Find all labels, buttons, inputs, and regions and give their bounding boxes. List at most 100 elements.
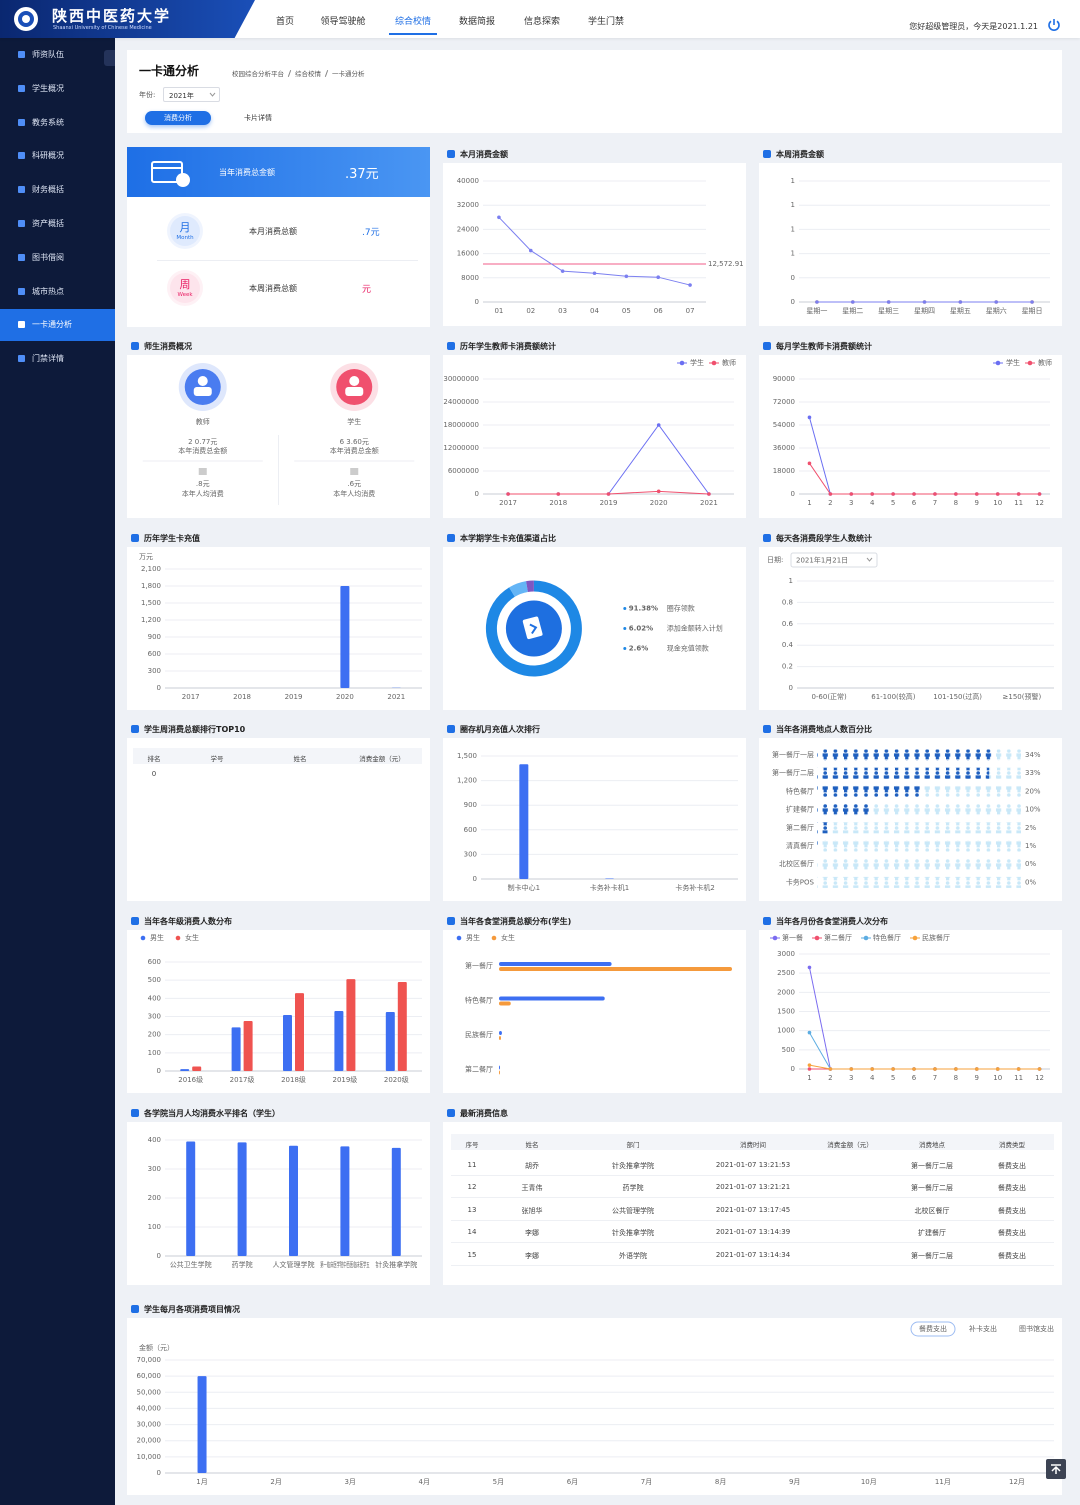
nav-item[interactable]: 领导驾驶舱 bbox=[320, 17, 366, 27]
date-select[interactable] bbox=[790, 552, 878, 568]
sidebar-label: 学生概况 bbox=[32, 83, 64, 93]
legend-label: 学生 bbox=[690, 358, 704, 367]
y-tick-label: 600 bbox=[148, 650, 161, 658]
page-tab[interactable]: 消费分析 bbox=[145, 111, 211, 125]
back-to-top[interactable] bbox=[1046, 1459, 1066, 1479]
nav-item[interactable]: 数据简报 bbox=[458, 17, 496, 27]
chevron bbox=[209, 92, 216, 97]
bar bbox=[499, 1070, 500, 1075]
icon-track bbox=[817, 876, 1021, 888]
point bbox=[933, 1067, 937, 1071]
x-tick-label: 1月 bbox=[196, 1478, 207, 1486]
point bbox=[995, 492, 1000, 496]
breadcrumb-item[interactable]: 一卡通分析 bbox=[332, 70, 365, 78]
x-tick-label: 第一临床医学院中西医临床医学五 bbox=[320, 1260, 369, 1269]
sidebar-item[interactable]: 财务概括 bbox=[0, 174, 115, 206]
sidebar: 师资队伍学生概况教务系统 科研概况 财务概括 资产概括 图书借阅 城市热点 一卡通分析 门禁详… bbox=[0, 38, 115, 1505]
sidebar-icon bbox=[18, 152, 25, 160]
nav-item[interactable]: 综合校情 bbox=[388, 14, 438, 35]
series-line bbox=[809, 463, 1040, 495]
logo-emblem bbox=[14, 7, 38, 31]
breadcrumb-item[interactable]: 校园综合分析平台 bbox=[232, 70, 284, 78]
logo-area: 陕西中医药大学 Shaanxi University of Chinese Me… bbox=[0, 0, 255, 38]
sidebar-item[interactable]: 科研概况 bbox=[0, 140, 115, 172]
y-tick-label: 10,000 bbox=[137, 1453, 162, 1461]
sidebar-label: 师资队伍 bbox=[32, 50, 64, 59]
panel-icon bbox=[447, 1109, 455, 1117]
point bbox=[912, 492, 916, 496]
point bbox=[891, 1067, 895, 1071]
point bbox=[870, 492, 875, 496]
panel-icon bbox=[131, 342, 139, 350]
tab[interactable]: 餐费支出 bbox=[919, 1324, 947, 1333]
sidebar-item[interactable]: 一卡通分析 bbox=[0, 309, 115, 342]
y-category-label: 第一餐厅 bbox=[465, 961, 493, 970]
power-button[interactable] bbox=[1047, 18, 1061, 32]
sidebar-icon bbox=[18, 51, 25, 58]
bar bbox=[231, 1027, 241, 1071]
x-tick-label: ≥150(预警) bbox=[1003, 692, 1042, 701]
greeting: 您好超级管理员，今天是2021.1.21 bbox=[909, 22, 1038, 31]
y-tick-label: 0 bbox=[157, 1469, 161, 1477]
sidebar-item[interactable]: 学生概况 bbox=[0, 73, 115, 105]
x-tick-label: 8 bbox=[954, 499, 958, 507]
sidebar-item[interactable]: 城市热点 bbox=[0, 276, 115, 308]
legend-label: 男生 bbox=[150, 933, 164, 942]
bar bbox=[499, 967, 732, 971]
x-tick-label: 8 bbox=[954, 1074, 958, 1082]
bar bbox=[340, 1146, 350, 1256]
x-tick-label: 10 bbox=[993, 1074, 1002, 1082]
x-tick-label: 11月 bbox=[935, 1478, 951, 1486]
panel: 91.38% 圈存领款 6.02% 添加金额转入计划 2.6% 现金充值领款 bbox=[443, 547, 746, 710]
legend-marker bbox=[912, 935, 918, 941]
nav-item[interactable]: 学生门禁 bbox=[587, 17, 625, 27]
row-value: 元 bbox=[362, 285, 372, 295]
panel-title: 当年各食堂消费总额分布(学生) bbox=[447, 916, 571, 927]
tab[interactable]: 补卡支出 bbox=[969, 1324, 997, 1333]
table-header: 序号 bbox=[465, 1141, 479, 1149]
bar bbox=[385, 1011, 395, 1071]
x-tick-label: 12 bbox=[1035, 499, 1044, 507]
y-tick-label: 400 bbox=[148, 1136, 161, 1144]
sidebar-item[interactable]: 图书借阅 bbox=[0, 242, 115, 274]
panel-icon bbox=[131, 534, 139, 542]
year-select[interactable]: 2021年 bbox=[163, 87, 220, 102]
panel-title: 历年学生教师卡消费额统计 bbox=[447, 341, 556, 352]
legend-marker bbox=[814, 935, 820, 941]
total-label: 当年消费总金额 bbox=[219, 168, 275, 177]
avg-icon bbox=[350, 468, 359, 475]
nav-item[interactable]: 信息探索 bbox=[523, 17, 561, 27]
sidebar-item[interactable]: 资产概括 bbox=[0, 208, 115, 240]
x-tick-label: 3 bbox=[849, 499, 853, 507]
table-header: 消费地点 bbox=[919, 1141, 945, 1149]
panel-title: 学生每月各项消费项目情况 bbox=[131, 1304, 240, 1315]
x-tick-label: 2019级 bbox=[332, 1075, 357, 1084]
panel-icon bbox=[447, 725, 455, 733]
y-tick-label: 3000 bbox=[777, 950, 795, 958]
y-tick-label: 1 bbox=[791, 201, 795, 209]
breadcrumb-item[interactable]: 综合校情 bbox=[295, 70, 321, 78]
x-tick-label: 3 bbox=[849, 1074, 853, 1082]
breadcrumb: 校园综合分析平台 综合校情 一卡通分析 bbox=[232, 68, 365, 78]
y-tick-label: 1500 bbox=[777, 1008, 795, 1016]
panel-icon bbox=[447, 917, 455, 925]
page-tab[interactable]: 卡片详情 bbox=[244, 114, 272, 122]
x-tick-label: 1 bbox=[807, 1074, 811, 1082]
y-tick-label: 500 bbox=[148, 976, 161, 984]
tab[interactable]: 图书馆支出 bbox=[1019, 1324, 1054, 1333]
point bbox=[870, 1067, 875, 1071]
y-tick-label: 900 bbox=[464, 801, 477, 809]
collapse-button[interactable] bbox=[104, 50, 115, 66]
legend-marker bbox=[863, 935, 869, 941]
y-category-label: 特色餐厅 bbox=[786, 786, 814, 795]
sidebar-item[interactable]: 门禁详情 bbox=[0, 343, 115, 375]
nav-item[interactable]: 首页 bbox=[275, 17, 295, 27]
x-tick-label: 7月 bbox=[641, 1478, 652, 1486]
table-cell: 王青伟 bbox=[521, 1184, 543, 1193]
sidebar-item[interactable]: 师资队伍 bbox=[0, 39, 115, 71]
group-total: 6 3.60元 bbox=[340, 438, 369, 446]
bar bbox=[197, 1376, 207, 1473]
x-tick-label: 1 bbox=[807, 499, 811, 507]
sidebar-item[interactable]: 教务系统 bbox=[0, 107, 115, 139]
